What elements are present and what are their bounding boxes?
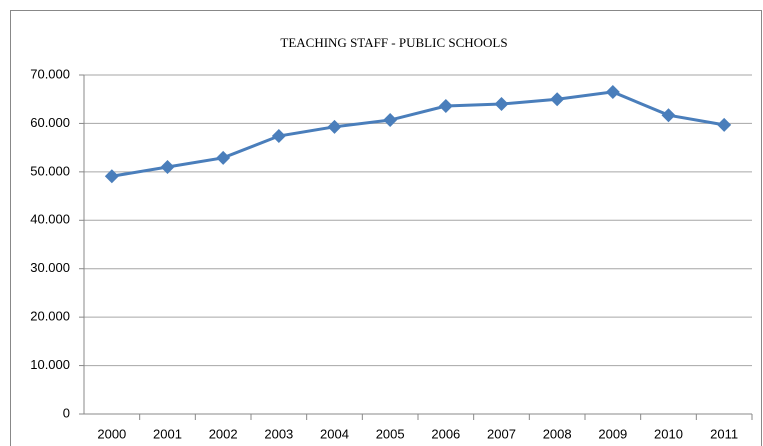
y-tick-label: 50.000	[30, 163, 70, 178]
y-tick-label: 40.000	[30, 212, 70, 227]
data-point	[160, 160, 175, 175]
data-point	[550, 92, 565, 107]
x-tick-label: 2005	[376, 426, 405, 441]
chart-frame	[10, 10, 762, 446]
y-tick-label: 20.000	[30, 309, 70, 324]
y-tick-label: 30.000	[30, 260, 70, 275]
data-point	[661, 108, 676, 123]
y-tick-label: 0	[63, 405, 70, 420]
x-tick-label: 2001	[153, 426, 182, 441]
x-tick-label: 2009	[598, 426, 627, 441]
data-point	[438, 98, 453, 113]
data-point	[383, 113, 398, 128]
y-tick-label: 70.000	[30, 66, 70, 81]
x-tick-label: 2004	[320, 426, 349, 441]
x-tick-label: 2002	[209, 426, 238, 441]
data-point	[494, 97, 509, 112]
x-tick-label: 2006	[431, 426, 460, 441]
data-point	[605, 84, 620, 99]
x-tick-label: 2007	[487, 426, 516, 441]
data-point	[216, 150, 231, 165]
x-tick-label: 2003	[264, 426, 293, 441]
x-tick-label: 2000	[97, 426, 126, 441]
chart-title: TEACHING STAFF - PUBLIC SCHOOLS	[280, 35, 507, 50]
x-tick-label: 2010	[654, 426, 683, 441]
y-tick-label: 10.000	[30, 357, 70, 372]
data-point	[271, 129, 286, 144]
data-point	[104, 169, 119, 184]
series-line	[111, 90, 725, 178]
data-point	[327, 119, 342, 134]
x-tick-label: 2008	[543, 426, 572, 441]
x-tick-label: 2011	[710, 426, 738, 441]
data-point	[717, 117, 732, 132]
y-tick-label: 60.000	[30, 115, 70, 130]
